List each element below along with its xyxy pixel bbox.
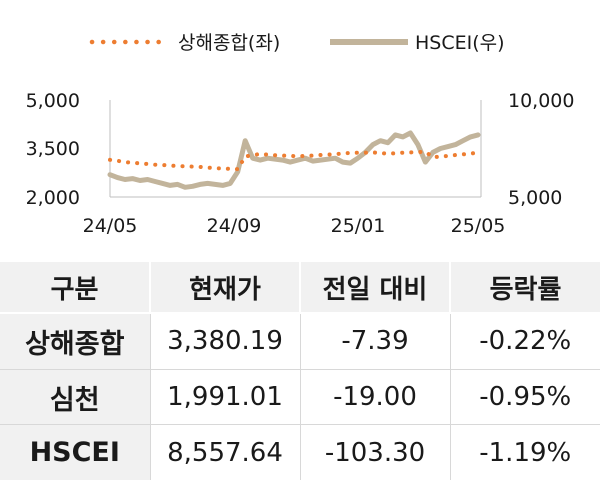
rate-cell: -0.95% xyxy=(449,368,600,425)
column-header: 구분 xyxy=(0,262,150,314)
column-header: 현재가 xyxy=(149,262,300,314)
y-right-tick: 10,000 xyxy=(508,90,574,112)
table-header-row: 구분 현재가 전일 대비 등락률 xyxy=(0,262,600,314)
x-tick: 25/01 xyxy=(331,215,386,237)
index-line-chart: 상해종합(좌) HSCEI(우) 5,000 3,500 2,000 10,00… xyxy=(26,32,575,237)
legend-label-shanghai: 상해종합(좌) xyxy=(178,32,280,54)
index-name-cell: 상해종합 xyxy=(0,313,150,370)
index-name-cell: 심천 xyxy=(0,368,150,425)
price-cell: 8,557.64 xyxy=(149,424,300,480)
column-header: 전일 대비 xyxy=(299,262,450,314)
y-left-tick: 5,000 xyxy=(26,90,80,112)
price-cell: 3,380.19 xyxy=(149,313,300,370)
series-line-shanghai xyxy=(108,149,480,172)
rate-cell: -0.22% xyxy=(449,313,600,370)
change-cell: -7.39 xyxy=(299,313,450,370)
x-tick: 25/05 xyxy=(451,215,506,237)
x-tick: 24/05 xyxy=(83,215,138,237)
table-row: 심천 1,991.01 -19.00 -0.95% xyxy=(0,368,600,425)
table-row: HSCEI 8,557.64 -103.30 -1.19% xyxy=(0,424,600,480)
y-right-tick: 5,000 xyxy=(508,187,562,209)
rate-cell: -1.19% xyxy=(449,424,600,480)
table-row: 상해종합 3,380.19 -7.39 -0.22% xyxy=(0,313,600,370)
y-left-tick: 2,000 xyxy=(26,187,80,209)
legend-label-hscei: HSCEI(우) xyxy=(415,32,505,54)
series-line-hscei xyxy=(107,130,481,190)
index-name-cell: HSCEI xyxy=(0,424,150,480)
change-cell: -19.00 xyxy=(299,368,450,425)
chart-legend: 상해종합(좌) HSCEI(우) xyxy=(89,32,505,54)
column-header: 등락률 xyxy=(449,262,600,314)
change-cell: -103.30 xyxy=(299,424,450,480)
y-left-tick: 3,500 xyxy=(26,138,80,160)
x-tick: 24/09 xyxy=(207,215,262,237)
index-quote-table: 구분 현재가 전일 대비 등락률 상해종합 3,380.19 -7.39 -0.… xyxy=(0,262,600,480)
price-cell: 1,991.01 xyxy=(149,368,300,425)
